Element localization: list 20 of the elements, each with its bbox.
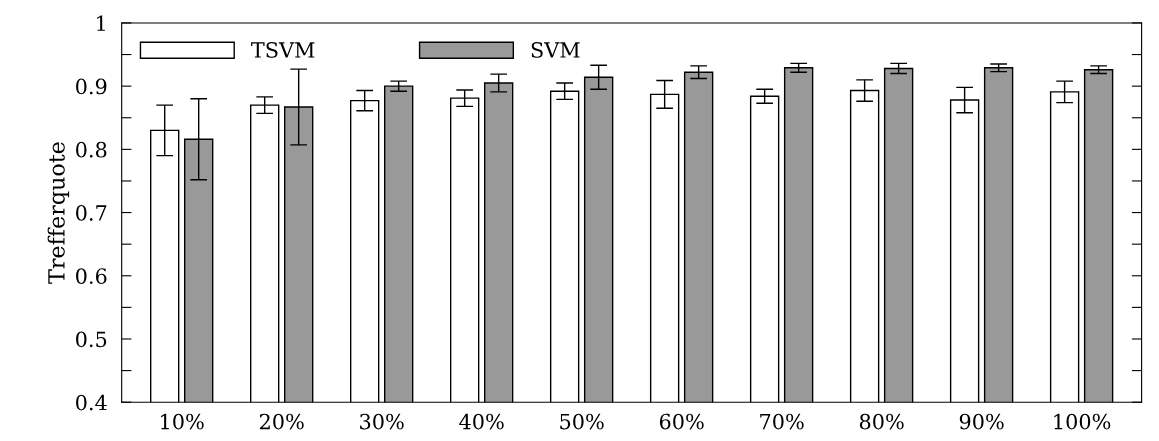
x-tick-label: 80% — [859, 413, 904, 430]
y-tick-label: 0.6 — [76, 268, 107, 284]
x-tick-label: 30% — [360, 413, 404, 430]
x-tick-label: 60% — [659, 413, 704, 430]
y-tick-label: 0.9 — [76, 78, 107, 95]
y-tick-label: 0.7 — [76, 205, 107, 221]
x-tick-label: 20% — [259, 413, 304, 430]
y-tick-label: 0.8 — [76, 141, 107, 158]
y-tick-label: 1 — [97, 15, 105, 31]
x-tick-label: 100% — [1054, 413, 1111, 430]
y-tick-label: 0.4 — [76, 394, 107, 411]
legend-label: TSVM — [251, 42, 315, 58]
y-tick-label: 0.5 — [76, 331, 107, 348]
x-tick-label: 10% — [161, 413, 204, 430]
x-tick-label: 90% — [959, 413, 1004, 430]
x-tick-label: 70% — [760, 413, 804, 430]
legend-label: SVM — [531, 42, 580, 58]
x-tick-label: 50% — [560, 413, 604, 430]
y-axis-title: Trefferquote — [47, 142, 70, 284]
x-tick-label: 40% — [459, 413, 504, 430]
